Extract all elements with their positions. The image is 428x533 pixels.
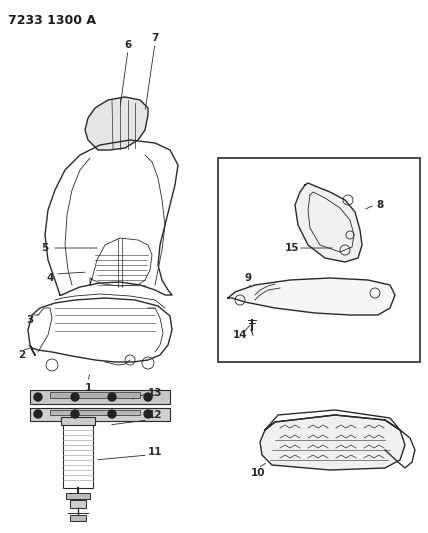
Text: 7: 7 (152, 33, 159, 43)
Bar (70, 500, 86, 508)
Text: 12: 12 (148, 410, 163, 420)
Text: 10: 10 (251, 468, 265, 478)
Text: 8: 8 (376, 200, 383, 210)
Polygon shape (228, 278, 395, 315)
Text: 15: 15 (285, 243, 300, 253)
Text: 9: 9 (244, 273, 252, 283)
Polygon shape (85, 97, 148, 150)
Text: 5: 5 (42, 243, 49, 253)
Bar (61, 417, 95, 425)
Text: 3: 3 (27, 315, 34, 325)
Bar (50, 392, 140, 398)
Circle shape (71, 393, 79, 401)
Bar (70, 515, 86, 521)
Circle shape (71, 410, 79, 418)
Bar (30, 408, 170, 421)
Bar (30, 390, 170, 404)
Bar (50, 410, 140, 415)
Text: 7233 1300 A: 7233 1300 A (8, 14, 96, 27)
Circle shape (34, 410, 42, 418)
Text: 6: 6 (125, 40, 132, 50)
Text: 4: 4 (46, 273, 54, 283)
Circle shape (108, 393, 116, 401)
Text: 13: 13 (148, 388, 163, 398)
Text: 2: 2 (18, 350, 26, 360)
Polygon shape (295, 183, 362, 262)
Bar (63, 422, 93, 488)
Text: 1: 1 (84, 383, 92, 393)
Text: 11: 11 (148, 447, 163, 457)
Circle shape (108, 410, 116, 418)
Polygon shape (260, 415, 405, 470)
Bar (218, 158, 420, 362)
Circle shape (144, 393, 152, 401)
Circle shape (144, 410, 152, 418)
Text: 14: 14 (233, 330, 247, 340)
Bar (66, 493, 90, 499)
Circle shape (34, 393, 42, 401)
